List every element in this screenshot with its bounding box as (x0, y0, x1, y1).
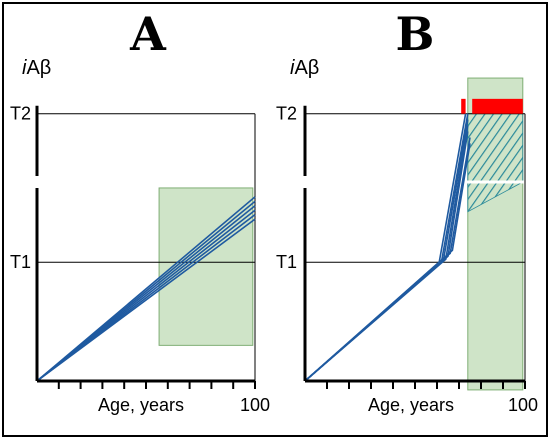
y-tick-label-t1: T1 (10, 252, 31, 272)
series-line-7 (304, 143, 471, 382)
series-line-2 (304, 113, 469, 382)
y-axis-label: iAβ (290, 57, 319, 79)
panel-title: B (396, 7, 435, 61)
y-tick-label-t1: T1 (276, 252, 297, 272)
red-bar-2 (472, 98, 523, 114)
x-tick-label-end: 100 (508, 395, 538, 415)
series-line-6 (36, 218, 256, 382)
red-bar-1 (461, 98, 466, 114)
series-line-1 (304, 113, 467, 382)
y-axis-label: iAβ (22, 57, 51, 79)
y-tick-label-t2: T2 (276, 104, 297, 124)
x-axis-label: Age, years (98, 395, 184, 415)
x-tick-label-end: 100 (240, 395, 270, 415)
panel-title: A (129, 7, 167, 61)
x-axis-label: Age, years (368, 395, 454, 415)
y-tick-label-t2: T2 (10, 104, 31, 124)
